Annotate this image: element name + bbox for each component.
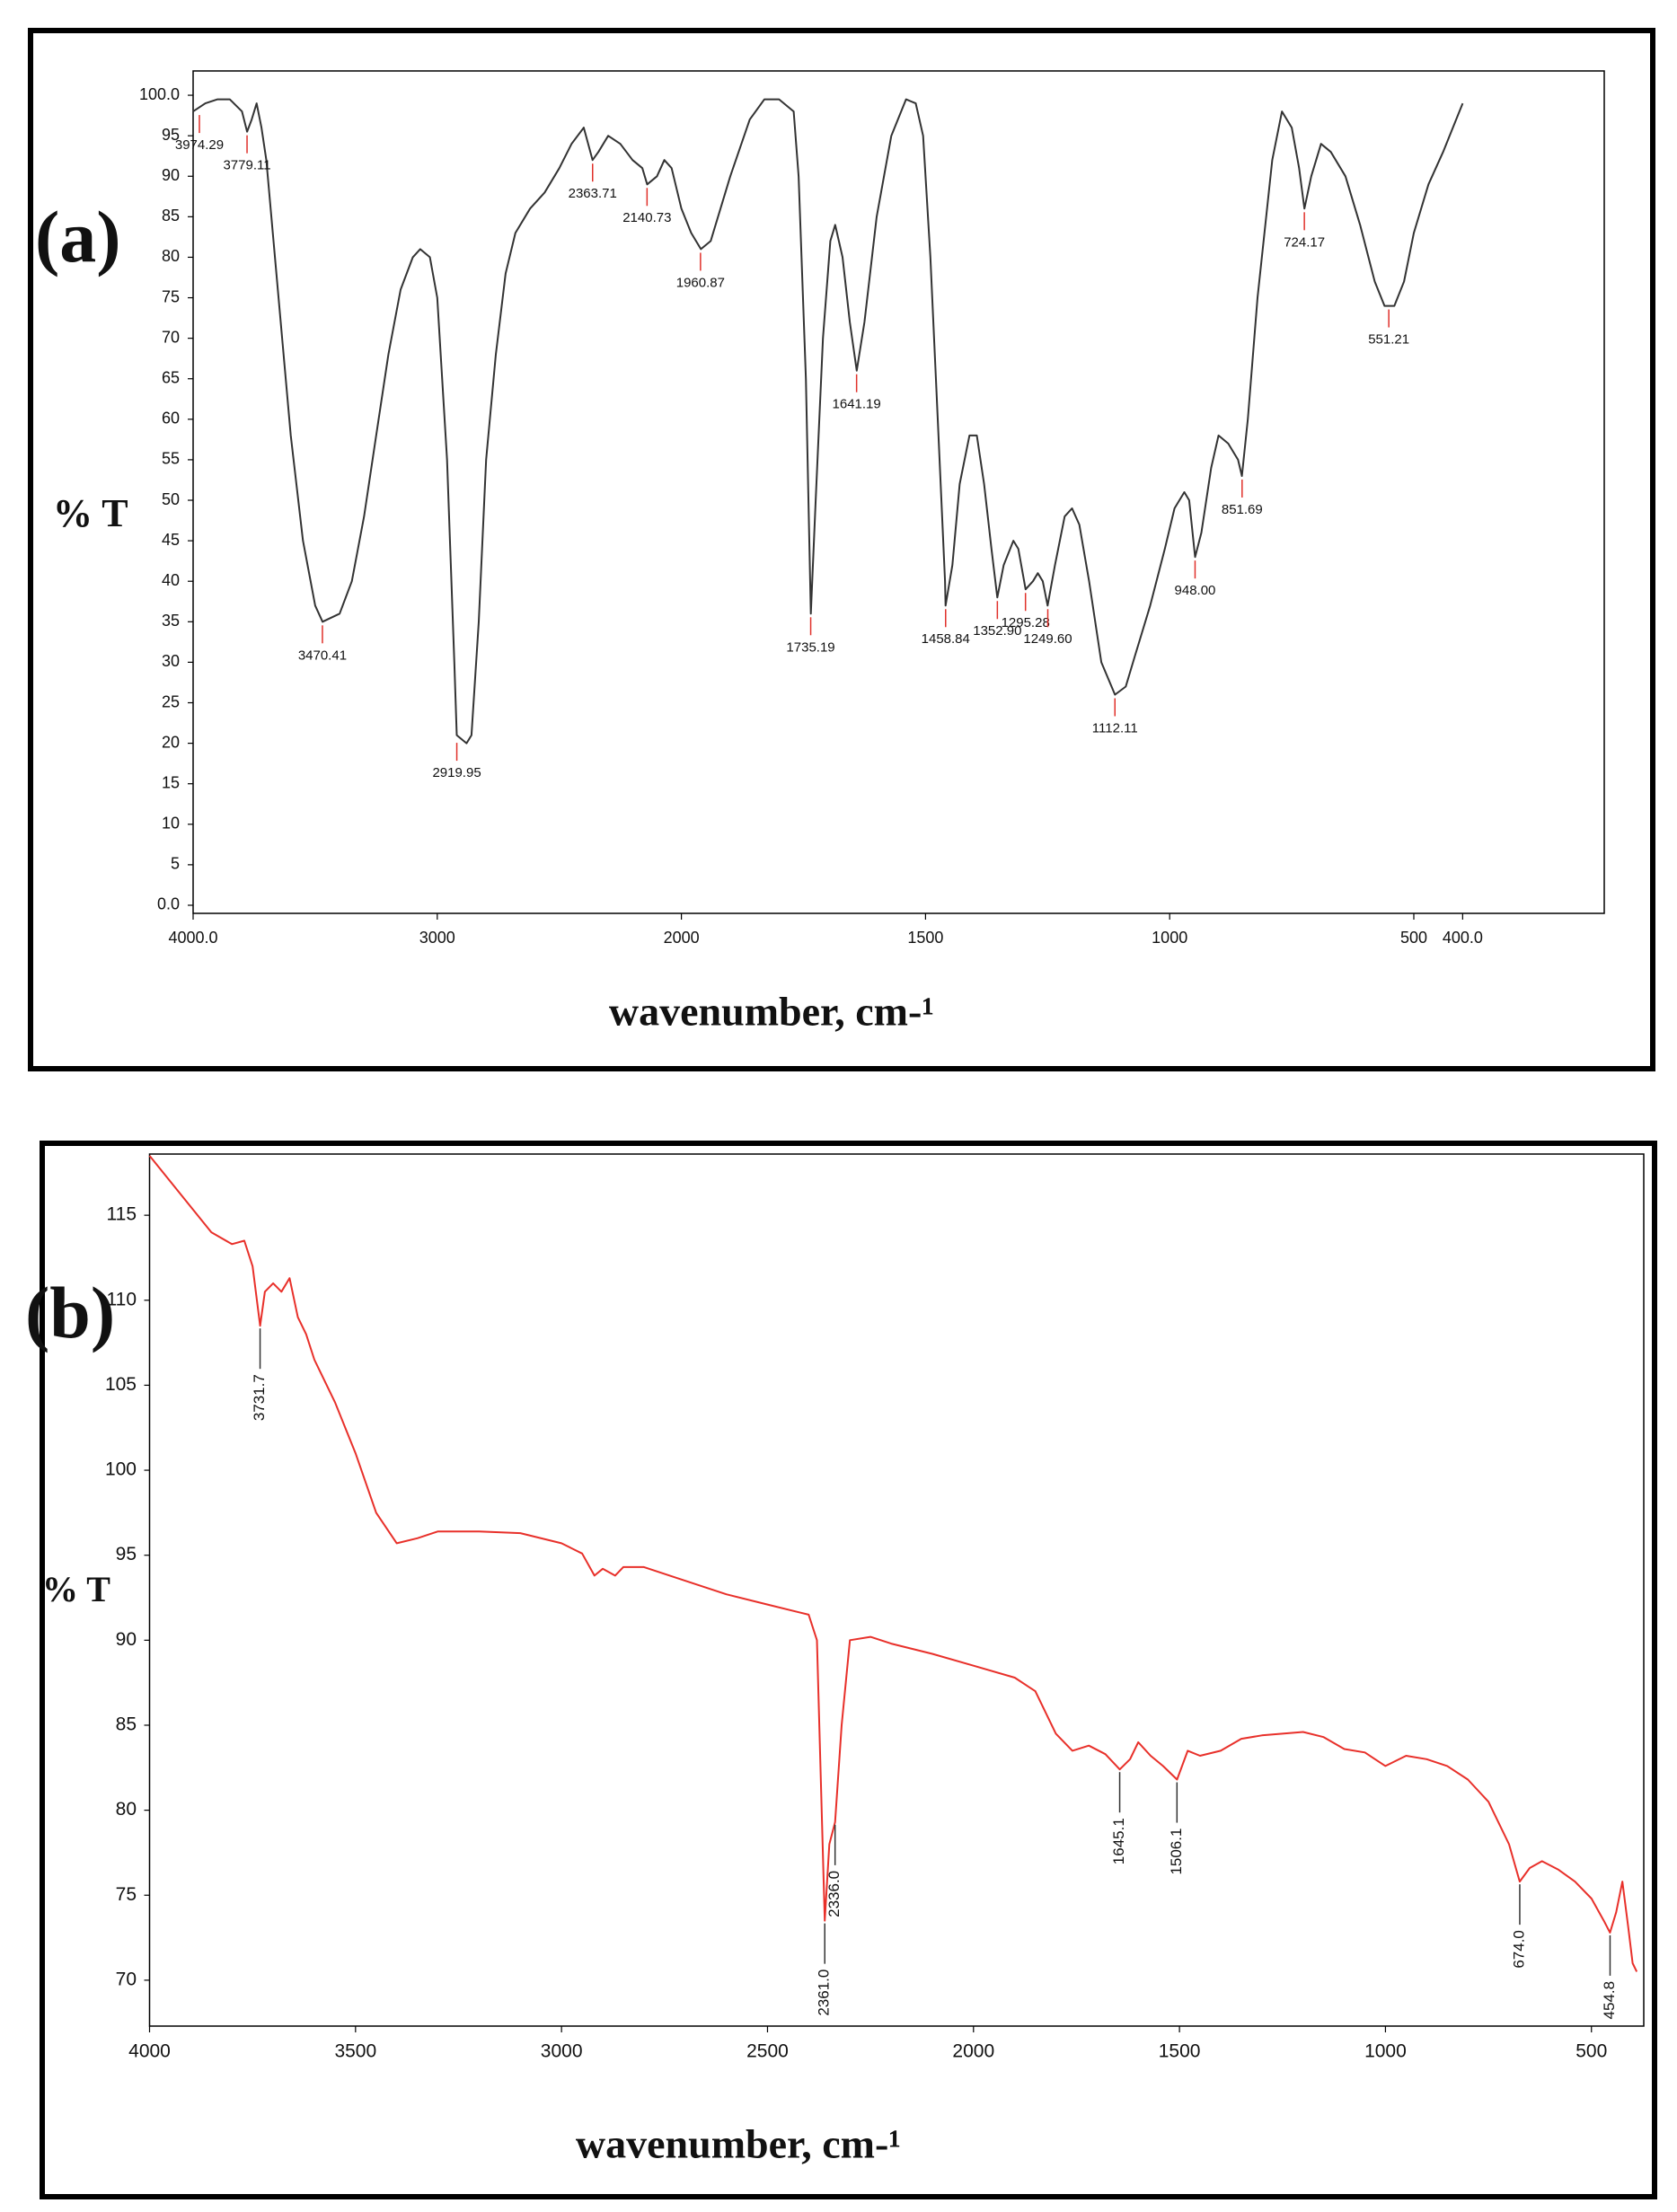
peak-label: 1645.1 xyxy=(1110,1818,1127,1864)
y-tick-label: 110 xyxy=(107,1289,137,1309)
peak-label: 724.17 xyxy=(1284,234,1325,250)
x-tick-label: 2500 xyxy=(746,2041,789,2062)
y-tick-label: 90 xyxy=(162,166,180,184)
x-tick-label: 1500 xyxy=(1159,2041,1201,2062)
peak-label: 2140.73 xyxy=(622,210,671,225)
peak-label: 454.8 xyxy=(1601,1981,1618,2020)
peak-label: 1735.19 xyxy=(786,639,834,655)
x-tick-label: 500 xyxy=(1400,929,1427,947)
spectrum-line xyxy=(148,1155,1638,1972)
y-tick-label: 80 xyxy=(116,1799,137,1820)
x-tick-label: 1000 xyxy=(1152,929,1187,947)
x-axis-label: wavenumber, cm-¹ xyxy=(576,2121,901,2167)
x-axis-label: wavenumber, cm-¹ xyxy=(609,989,934,1035)
y-tick-label: 0.0 xyxy=(157,895,180,913)
peak-label: 948.00 xyxy=(1175,583,1216,598)
peak-label: 1249.60 xyxy=(1023,631,1072,647)
y-axis-label: % T xyxy=(42,1569,110,1609)
peak-label: 3974.29 xyxy=(175,137,224,153)
peak-label: 3779.11 xyxy=(223,158,270,173)
x-tick-label: 1500 xyxy=(907,929,943,947)
x-tick-label: 1000 xyxy=(1364,2041,1407,2062)
y-tick-label: 20 xyxy=(162,733,180,751)
y-tick-label: 75 xyxy=(162,287,180,305)
y-tick-label: 80 xyxy=(162,247,180,265)
panel-frame xyxy=(28,28,1655,1071)
peak-label: 3731.7 xyxy=(251,1374,268,1421)
peak-label: 1295.28 xyxy=(1002,615,1050,630)
peak-label: 3470.41 xyxy=(298,648,347,663)
plot-frame xyxy=(148,1153,1645,2027)
x-tick-label: 3000 xyxy=(541,2041,583,2062)
y-tick-label: 95 xyxy=(162,126,180,144)
y-tick-label: 115 xyxy=(107,1204,137,1225)
panel-frame xyxy=(40,1141,1657,2199)
y-tick-label: 25 xyxy=(162,692,180,710)
peak-label: 551.21 xyxy=(1368,332,1409,348)
y-tick-label: 95 xyxy=(116,1544,137,1564)
spectrum-line xyxy=(192,98,1464,745)
panel-label: (a) xyxy=(35,196,121,278)
x-tick-label: 4000 xyxy=(128,2041,171,2062)
y-tick-label: 100.0 xyxy=(139,85,180,103)
panel-label: (b) xyxy=(25,1272,115,1353)
peak-label: 1960.87 xyxy=(676,275,725,290)
y-tick-label: 70 xyxy=(116,1969,137,1989)
peak-label: 1458.84 xyxy=(922,631,970,647)
peak-label: 1112.11 xyxy=(1092,720,1138,736)
x-tick-label: 3000 xyxy=(419,929,455,947)
y-tick-label: 35 xyxy=(162,612,180,630)
plot-frame xyxy=(192,70,1605,914)
y-tick-label: 70 xyxy=(162,328,180,346)
y-axis-label: % T xyxy=(53,491,128,535)
peak-label: 2919.95 xyxy=(432,765,481,780)
y-tick-label: 30 xyxy=(162,652,180,670)
y-tick-label: 65 xyxy=(162,368,180,386)
y-tick-label: 45 xyxy=(162,531,180,549)
x-tick-label: 4000.0 xyxy=(168,929,217,947)
y-tick-label: 40 xyxy=(162,571,180,589)
y-tick-label: 50 xyxy=(162,490,180,508)
x-tick-label: 3500 xyxy=(334,2041,376,2062)
peak-label: 674.0 xyxy=(1510,1930,1527,1969)
y-tick-label: 5 xyxy=(171,855,180,873)
peak-label: 2361.0 xyxy=(816,1970,833,2016)
y-tick-label: 85 xyxy=(116,1714,137,1735)
y-tick-label: 85 xyxy=(162,207,180,225)
y-tick-label: 100 xyxy=(105,1459,137,1480)
y-tick-label: 90 xyxy=(116,1629,137,1650)
y-tick-label: 55 xyxy=(162,450,180,468)
peak-label: 2363.71 xyxy=(569,186,617,201)
y-tick-label: 60 xyxy=(162,410,180,427)
y-tick-label: 105 xyxy=(105,1374,137,1395)
y-tick-label: 10 xyxy=(162,815,180,833)
x-tick-label: 400.0 xyxy=(1443,929,1483,947)
peak-label: 851.69 xyxy=(1222,502,1263,517)
peak-label: 1641.19 xyxy=(833,397,881,412)
y-tick-label: 15 xyxy=(162,773,180,791)
y-tick-label: 75 xyxy=(116,1884,137,1905)
x-tick-label: 500 xyxy=(1575,2041,1607,2062)
peak-label: 1352.90 xyxy=(973,623,1021,639)
peak-label: 2336.0 xyxy=(825,1871,843,1917)
x-tick-label: 2000 xyxy=(952,2041,994,2062)
x-tick-label: 2000 xyxy=(664,929,700,947)
peak-label: 1506.1 xyxy=(1168,1829,1185,1875)
